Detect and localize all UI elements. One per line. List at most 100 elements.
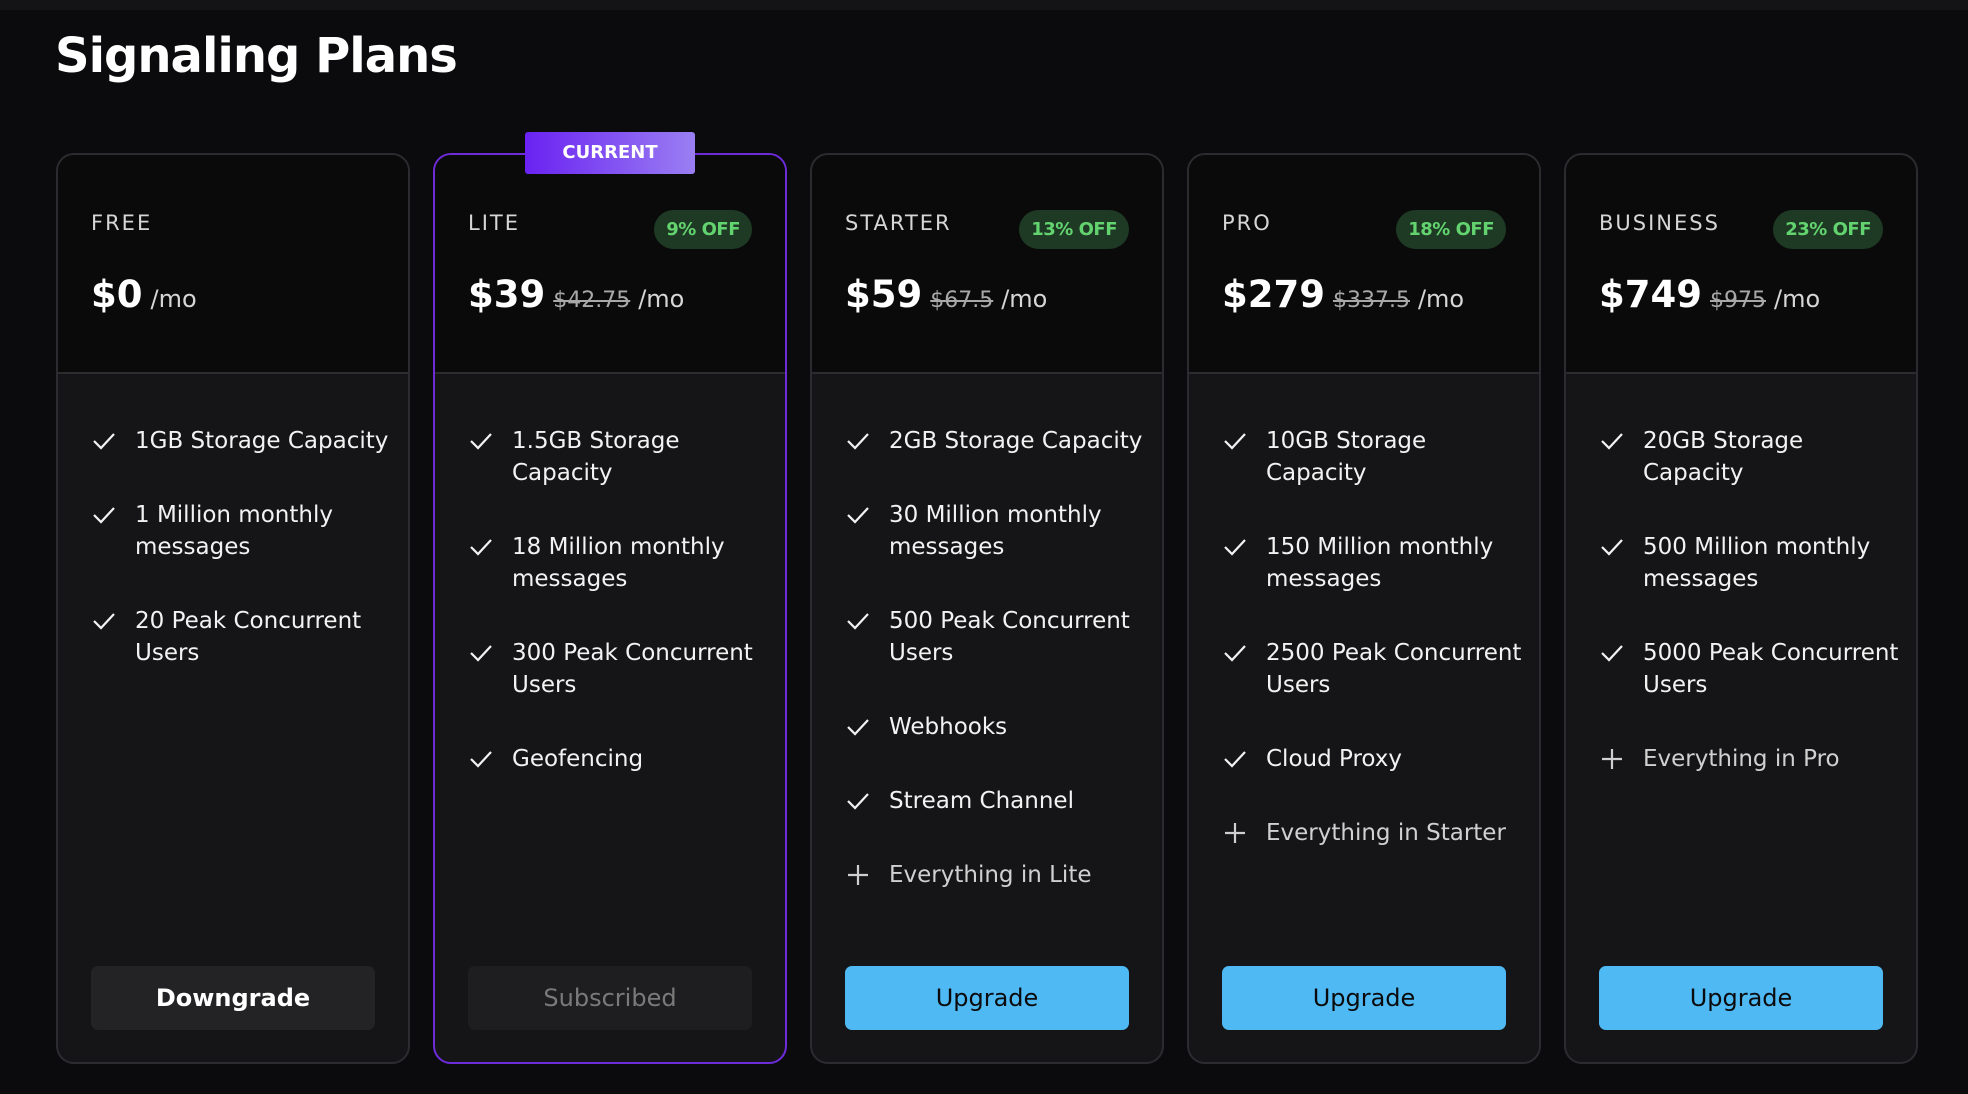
feature: 500 Peak Concurrent Users <box>845 605 1145 669</box>
feature-text: 500 Peak Concurrent Users <box>889 608 1130 666</box>
price-amount: $279 <box>1222 273 1325 316</box>
check-icon <box>470 539 492 556</box>
feature: Everything in Starter <box>1222 817 1522 849</box>
price: $39 $42.75/mo <box>468 273 684 316</box>
feature-text: 2500 Peak Concurrent Users <box>1266 640 1522 698</box>
feature: 1GB Storage Capacity <box>91 425 391 457</box>
original-price: $42.75 <box>553 288 631 313</box>
feature-list: 20GB Storage Capacity 500 Million monthly… <box>1599 425 1899 817</box>
price: $279 $337.5/mo <box>1222 273 1464 316</box>
feature-text: 500 Million monthly messages <box>1643 534 1871 592</box>
check-icon <box>1224 751 1246 768</box>
plan-header: BUSINESS 23% OFF $749 $975/mo <box>1566 155 1916 374</box>
check-icon <box>847 613 869 630</box>
plan-name: BUSINESS <box>1599 211 1720 235</box>
check-icon <box>1224 645 1246 662</box>
feature: 30 Million monthly messages <box>845 499 1145 563</box>
feature: Geofencing <box>468 743 768 775</box>
feature: 18 Million monthly messages <box>468 531 768 595</box>
check-icon <box>470 645 492 662</box>
feature-text: 10GB Storage Capacity <box>1266 428 1427 486</box>
price-amount: $59 <box>845 273 923 316</box>
check-icon <box>847 507 869 524</box>
feature-text: 300 Peak Concurrent Users <box>512 640 753 698</box>
feature-text: 150 Million monthly messages <box>1266 534 1494 592</box>
check-icon <box>1224 539 1246 556</box>
feature-text: Everything in Lite <box>889 862 1092 888</box>
feature: 150 Million monthly messages <box>1222 531 1522 595</box>
plan-card: BUSINESS 23% OFF $749 $975/mo 20GB Storage C… <box>1564 153 1918 1064</box>
current-tag: CURRENT <box>525 132 695 174</box>
feature-text: Everything in Starter <box>1266 820 1506 846</box>
check-icon <box>93 613 115 630</box>
feature: 300 Peak Concurrent Users <box>468 637 768 701</box>
feature: 2GB Storage Capacity <box>845 425 1145 457</box>
feature-text: Geofencing <box>512 746 644 772</box>
check-icon <box>847 793 869 810</box>
feature-text: Webhooks <box>889 714 1008 740</box>
plan-header: PRO 18% OFF $279 $337.5/mo <box>1189 155 1539 374</box>
feature-list: 1.5GB Storage Capacity 18 Million monthly… <box>468 425 768 817</box>
feature: 500 Million monthly messages <box>1599 531 1899 595</box>
original-price: $67.5 <box>930 288 994 313</box>
feature-list: 1GB Storage Capacity 1 Million monthly me… <box>91 425 391 711</box>
plan-header: CURRENT LITE 9% OFF $39 $42.75/mo <box>435 132 785 374</box>
feature-text: 2GB Storage Capacity <box>889 428 1143 454</box>
plan-button[interactable]: Upgrade <box>1599 966 1883 1030</box>
feature-text: 1.5GB Storage Capacity <box>512 428 680 486</box>
check-icon <box>470 751 492 768</box>
price-amount: $0 <box>91 273 143 316</box>
original-price: $975 <box>1709 288 1766 313</box>
feature: 1 Million monthly messages <box>91 499 391 563</box>
price-amount: $749 <box>1599 273 1702 316</box>
check-icon <box>1601 645 1623 662</box>
plan-name: STARTER <box>845 211 952 235</box>
feature-text: Everything in Pro <box>1643 746 1840 772</box>
feature: Cloud Proxy <box>1222 743 1522 775</box>
feature: 20GB Storage Capacity <box>1599 425 1899 489</box>
check-icon <box>93 433 115 450</box>
plan-header: FREE $0/mo <box>58 155 408 374</box>
feature: Everything in Lite <box>845 859 1145 891</box>
check-icon <box>1224 433 1246 450</box>
feature: 10GB Storage Capacity <box>1222 425 1522 489</box>
plan-button[interactable]: Upgrade <box>845 966 1129 1030</box>
plus-icon <box>848 865 868 885</box>
price: $59 $67.5/mo <box>845 273 1047 316</box>
feature: 2500 Peak Concurrent Users <box>1222 637 1522 701</box>
feature: Stream Channel <box>845 785 1145 817</box>
feature: 20 Peak Concurrent Users <box>91 605 391 669</box>
plan-card: PRO 18% OFF $279 $337.5/mo 10GB Storage Capa… <box>1187 153 1541 1064</box>
feature-text: 20 Peak Concurrent Users <box>135 608 362 666</box>
feature-text: 30 Million monthly messages <box>889 502 1102 560</box>
top-strip <box>0 0 1968 10</box>
plan-name: PRO <box>1222 211 1272 235</box>
page-title: Signaling Plans <box>55 28 458 84</box>
discount-badge: 9% OFF <box>654 210 752 249</box>
feature: Webhooks <box>845 711 1145 743</box>
discount-badge: 13% OFF <box>1019 210 1129 249</box>
plus-icon <box>1225 823 1245 843</box>
discount-badge: 18% OFF <box>1396 210 1506 249</box>
feature: 1.5GB Storage Capacity <box>468 425 768 489</box>
plan-card: FREE $0/mo 1GB Storage Capacity 1 Million m… <box>56 153 410 1064</box>
feature: 5000 Peak Concurrent Users <box>1599 637 1899 701</box>
price-period: /mo <box>1773 285 1821 313</box>
plan-header: STARTER 13% OFF $59 $67.5/mo <box>812 155 1162 374</box>
feature-text: 5000 Peak Concurrent Users <box>1643 640 1899 698</box>
plan-button[interactable]: Downgrade <box>91 966 375 1030</box>
check-icon <box>847 433 869 450</box>
plan-button: Subscribed <box>468 966 752 1030</box>
check-icon <box>1601 433 1623 450</box>
plan-button[interactable]: Upgrade <box>1222 966 1506 1030</box>
feature: Everything in Pro <box>1599 743 1899 775</box>
original-price: $337.5 <box>1332 288 1410 313</box>
price: $0/mo <box>91 273 197 316</box>
price-period: /mo <box>638 285 685 313</box>
check-icon <box>847 719 869 736</box>
price-period: /mo <box>150 285 197 313</box>
plus-icon <box>1602 749 1622 769</box>
plan-card: STARTER 13% OFF $59 $67.5/mo 2GB Storage Cap… <box>810 153 1164 1064</box>
plan-card: CURRENT LITE 9% OFF $39 $42.75/mo 1.5GB Stora… <box>433 132 787 1064</box>
feature-text: 18 Million monthly messages <box>512 534 725 592</box>
